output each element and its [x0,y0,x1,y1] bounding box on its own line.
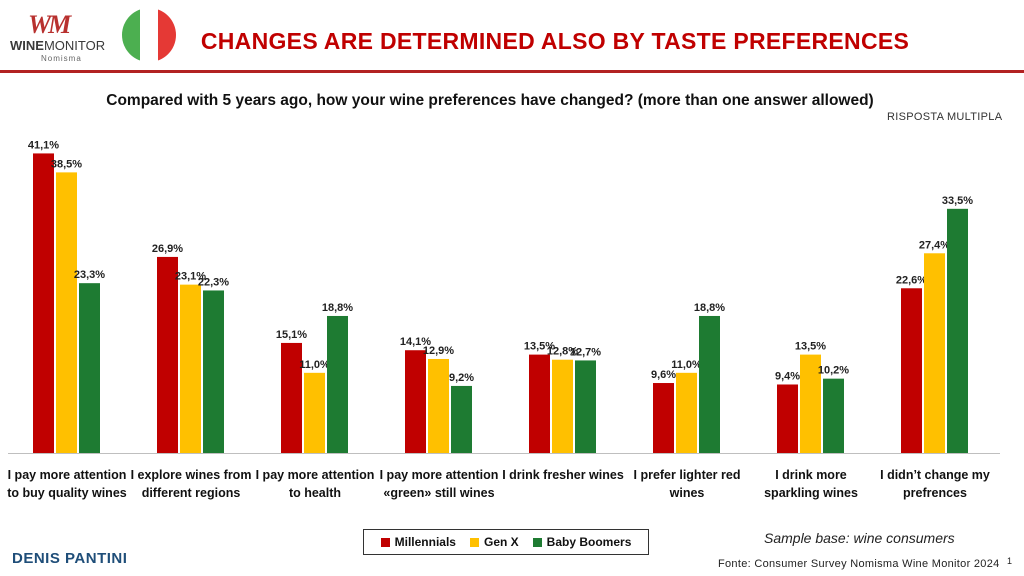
bar-value-label: 9,4% [775,370,800,382]
bar-value-label: 13,5% [524,341,555,353]
bar-value-label: 26,9% [152,243,183,255]
bar-value-label: 12,9% [423,345,454,357]
logo-name-thin: MONITOR [43,38,106,53]
chart-question: Compared with 5 years ago, how your wine… [106,92,874,109]
bar-value-label: 12,8% [547,346,578,358]
bar [575,360,596,453]
category-label: I drink more sparkling wines [764,468,858,500]
legend-item: Millennials [380,535,456,549]
logo-name: WINEMONITOR [10,38,105,53]
author-name: DENIS PANTINI [12,550,128,567]
bar-value-label: 38,5% [51,158,82,170]
wine-monitor-logo: WM WINEMONITOR Nomisma [8,8,108,70]
italian-flag-icon [122,8,176,62]
category-label: I pay more attention to health [255,468,375,500]
bar [901,288,922,453]
bar [180,284,201,453]
legend-swatch [532,537,542,547]
bar-value-label: 18,8% [694,302,725,314]
bar-value-label: 10,2% [818,365,849,377]
title-divider [0,70,1024,73]
category-label: I didn’t change my prefrences [880,468,990,500]
bar-value-label: 18,8% [322,302,353,314]
bar [947,208,968,453]
bar-value-label: 9,2% [449,372,474,384]
risposta-multipla-note: RISPOSTA MULTIPLA [887,111,1003,123]
legend-item: Gen X [469,535,519,549]
bar-value-label: 22,6% [896,274,927,286]
page-title: CHANGES ARE DETERMINED ALSO BY TASTE PRE… [200,28,910,54]
logo-mark: WM [28,10,71,39]
bar-value-label: 15,1% [276,329,307,341]
bar [327,315,348,453]
page-number: 1 [1007,556,1013,566]
legend-label: Gen X [483,535,519,549]
bar-value-label: 23,1% [175,271,206,283]
flag-green-stripe [122,8,140,62]
bar [777,384,798,453]
bar [405,350,426,453]
bar [203,290,224,453]
category-label: I drink fresher wines [502,468,624,482]
legend-label: Baby Boomers [546,535,632,549]
sample-base-note: Sample base: wine consumers [764,530,955,546]
bar [800,354,821,453]
bar [56,172,77,453]
bar [529,354,550,453]
flag-red-stripe [158,8,176,62]
logo-sub: Nomisma [41,54,82,63]
bar-value-label: 14,1% [400,336,431,348]
bar-value-label: 27,4% [919,239,950,251]
bar-value-label: 9,6% [651,369,676,381]
bar [79,283,100,453]
bar-value-label: 13,5% [795,341,826,353]
bar [281,342,302,453]
bar-value-label: 23,3% [74,269,105,281]
bar [823,378,844,453]
bar [304,372,325,453]
bar [428,358,449,453]
legend-swatch [380,537,390,547]
category-label: I prefer lighter red wines [633,468,741,500]
source-note: Fonte: Consumer Survey Nomisma Wine Moni… [718,558,1000,570]
legend-label: Millennials [394,535,456,549]
legend-item: Baby Boomers [532,535,632,549]
bar [699,315,720,453]
bar [924,253,945,453]
bar [157,256,178,453]
bar [552,359,573,453]
bar [653,383,674,453]
category-label: I pay more attention to buy quality wine… [7,468,127,500]
chart-legend: Millennials Gen X Baby Boomers [363,529,649,555]
bar-value-label: 41,1% [28,139,59,151]
logo-name-bold: WINE [10,38,44,53]
bar [451,385,472,453]
bar-value-label: 12,7% [570,346,601,358]
bar-value-label: 11,0% [671,359,702,371]
legend-swatch [469,537,479,547]
bar-value-label: 22,3% [198,276,229,288]
bar-value-label: 33,5% [942,195,973,207]
bar-value-label: 11,0% [299,359,330,371]
category-label: I pay more attention «green» still wines [379,468,499,500]
flag-white-stripe [140,8,158,62]
bar [676,372,697,453]
category-label: I explore wines from different regions [130,468,252,500]
bar [33,153,54,453]
